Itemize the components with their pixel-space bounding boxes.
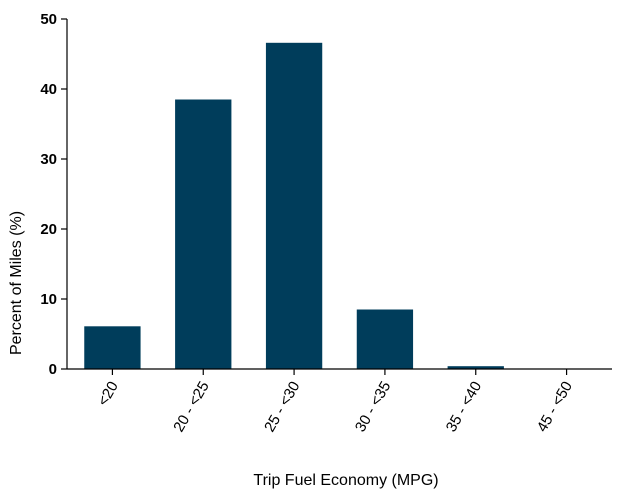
y-tick-label: 0 [49, 361, 57, 378]
bar [175, 99, 232, 369]
y-ticks-group: 0 10 20 30 40 50 [40, 11, 67, 378]
x-axis-title: Trip Fuel Economy (MPG) [253, 472, 438, 489]
y-tick-label: 10 [40, 291, 57, 308]
y-tick-label: 40 [40, 81, 57, 98]
bar [356, 309, 414, 369]
bar [447, 366, 504, 369]
bar [265, 42, 323, 370]
y-axis-title: Percent of Miles (%) [8, 211, 25, 355]
y-tick-label: 30 [40, 151, 57, 168]
bar [84, 326, 141, 369]
bars-group [84, 42, 504, 370]
y-tick-label: 50 [40, 11, 57, 28]
x-tick-label: 25 - <30 [261, 379, 303, 436]
x-tick-label: 20 - <25 [170, 379, 212, 436]
x-ticks-group: <20 20 - <25 25 - <30 30 - <35 35 - <40 45 - … [94, 369, 576, 435]
x-tick-label: 45 - <50 [534, 379, 576, 436]
y-tick-label: 20 [40, 221, 57, 238]
x-tick-label: <20 [94, 379, 121, 410]
x-tick-label: 30 - <35 [352, 379, 394, 436]
x-tick-label: 35 - <40 [443, 379, 485, 436]
